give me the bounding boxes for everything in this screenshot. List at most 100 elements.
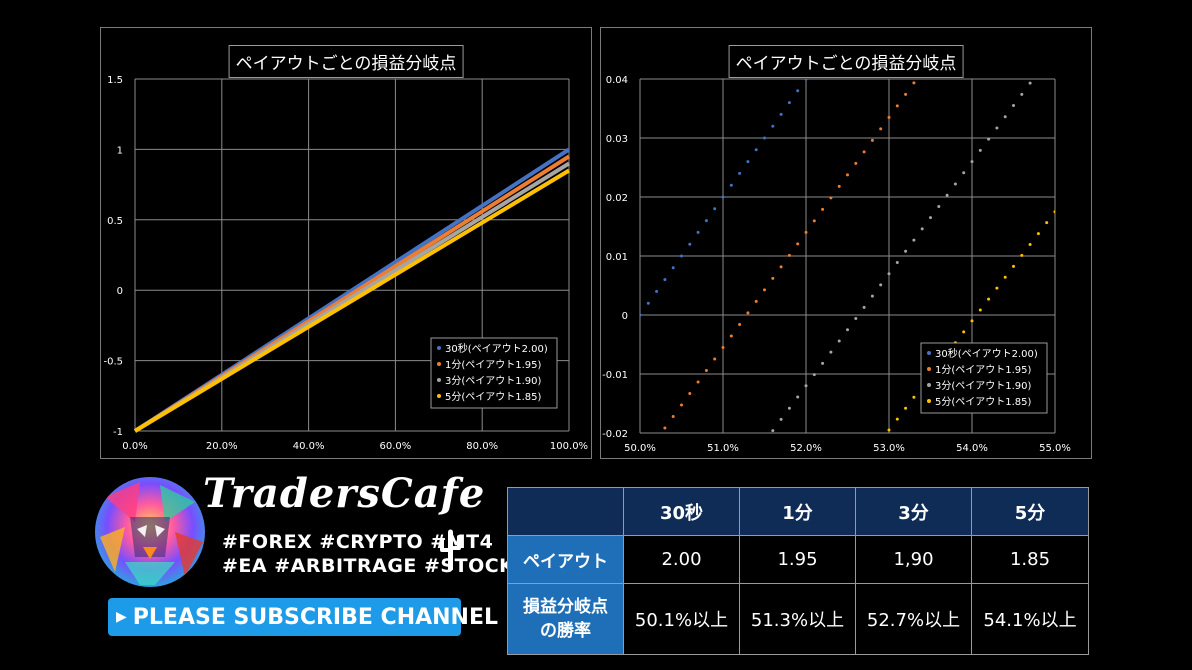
y-tick-label: -1 (113, 427, 123, 438)
series-point-1 (663, 426, 667, 430)
series-line-3 (133, 168, 571, 433)
series-point-0 (787, 101, 791, 105)
series-point-2 (945, 193, 949, 197)
x-tick-label: 53.0% (873, 443, 905, 454)
payout-value-3m: 1,90 (855, 535, 972, 584)
series-point-2 (970, 160, 974, 164)
chart-left: 0.0% 20.0% 40.0% 60.0% 80.0% 100.0% 1.5 1 0.5 0 -0… (103, 75, 588, 452)
series-point-3 (978, 308, 982, 312)
series-point-1 (746, 311, 750, 315)
subscribe-button[interactable]: ▶ PLEASE SUBSCRIBE CHANNEL (108, 598, 498, 636)
series-point-1 (771, 276, 775, 280)
series-point-0 (663, 278, 667, 282)
series-point-1 (688, 391, 692, 395)
series-point-2 (879, 283, 883, 287)
legend-marker (927, 399, 931, 403)
series-point-1 (713, 357, 717, 361)
brand-name: TradersCafe (203, 470, 486, 517)
legend-box (920, 342, 1048, 414)
arrow-right-icon: ▶ (116, 609, 127, 625)
series-point-0 (804, 79, 808, 81)
cactus-icon (440, 529, 461, 570)
x-tick-label: 100.0% (550, 441, 588, 452)
series-point-3 (1003, 275, 1007, 279)
payout-value-30s: 2.00 (623, 535, 740, 584)
series-point-0 (796, 89, 800, 93)
y-tick-label: -0.5 (103, 357, 123, 368)
series-point-3 (1028, 242, 1032, 246)
series-point-2 (796, 395, 800, 399)
chart-title-right: ペイアウトごとの損益分岐点 (728, 45, 964, 78)
series-point-2 (953, 182, 957, 186)
series-point-1 (704, 368, 708, 372)
series-point-1 (904, 92, 908, 96)
series-point-1 (862, 150, 866, 154)
series-point-2 (821, 361, 825, 365)
series-point-1 (680, 403, 683, 407)
legend-marker (437, 362, 441, 366)
y-tick-label: 1 (117, 145, 123, 156)
series-point-3 (962, 330, 966, 334)
series-point-0 (721, 195, 725, 199)
series-point-2 (837, 339, 841, 343)
series-point-1 (912, 81, 916, 85)
table-header-30s: 30秒 (623, 487, 740, 536)
series-point-3 (987, 297, 991, 301)
series-point-0 (671, 266, 675, 270)
table-header-5m: 5分 (971, 487, 1089, 536)
series-point-3 (970, 319, 974, 323)
table-row-breakeven: 損益分岐点 の勝率 50.1%以上 51.3%以上 52.7%以上 54.1%以… (507, 583, 1089, 655)
series-point-2 (937, 204, 941, 208)
chart-legend: 30秒(ペイアウト2.00) 1分(ペイアウト1.95) 3分(ペイアウト1.90)… (430, 337, 558, 409)
series-point-1 (870, 138, 874, 142)
hashtags-line-2: #EA #ARBITRAGE #STOCK (222, 555, 515, 577)
series-point-2 (812, 373, 816, 377)
legend-entry: 30秒(ペイアウト2.00) (445, 342, 548, 355)
series-group (640, 79, 1055, 433)
series-point-2 (862, 305, 866, 309)
payout-value-1m: 1.95 (739, 535, 856, 584)
series-point-1 (879, 127, 883, 131)
series-point-1 (846, 173, 849, 177)
x-tick-label: 60.0% (380, 441, 412, 452)
legend-marker (437, 378, 441, 382)
chart-right: 50.0% 51.0% 52.0% 53.0% 54.0% 55.0% 0.04 0.03 0.… (602, 75, 1071, 454)
series-point-1 (754, 299, 758, 303)
legend-marker (437, 346, 441, 350)
y-tick-label: 0 (117, 286, 123, 297)
series-point-2 (962, 171, 966, 175)
series-point-1 (895, 104, 899, 108)
row-label-breakeven: 損益分岐点 の勝率 (507, 583, 624, 655)
lion-logo-icon (95, 477, 205, 587)
series-point-1 (821, 207, 825, 211)
y-tick-label: 1.5 (107, 75, 123, 86)
series-point-2 (895, 260, 899, 264)
legend-marker (927, 367, 931, 371)
legend-marker (927, 351, 931, 355)
chart-panel-left: ペイアウトごとの損益分岐点 0.0% 20.0% 40.0% 60.0% 80.0% 10… (100, 27, 592, 459)
table-header-3m: 3分 (855, 487, 972, 536)
breakeven-value-3m: 52.7%以上 (855, 583, 972, 655)
series-point-3 (1020, 253, 1024, 257)
series-point-1 (721, 345, 725, 349)
y-tick-label: 0.02 (606, 193, 628, 204)
series-point-0 (680, 254, 683, 258)
series-point-2 (779, 417, 783, 421)
y-tick-label: 0.03 (606, 134, 628, 145)
payout-table: 30秒 1分 3分 5分 ペイアウト 2.00 1.95 1,90 1.85 損… (507, 487, 1089, 655)
chart-title-left: ペイアウトごとの損益分岐点 (228, 45, 464, 78)
x-tick-label: 54.0% (956, 443, 988, 454)
series-point-0 (754, 148, 758, 152)
series-point-0 (696, 230, 700, 234)
series-point-2 (846, 328, 849, 332)
series-point-1 (671, 414, 675, 418)
series-point-0 (771, 124, 775, 128)
legend-entry: 3分(ペイアウト1.90) (935, 380, 1032, 392)
series-point-1 (829, 196, 833, 200)
series-point-1 (729, 334, 733, 338)
series-point-0 (779, 112, 783, 116)
series-point-1 (787, 253, 791, 257)
series-point-0 (646, 301, 650, 305)
series-point-2 (887, 272, 891, 276)
legend-entry: 1分(ペイアウト1.95) (935, 364, 1032, 376)
